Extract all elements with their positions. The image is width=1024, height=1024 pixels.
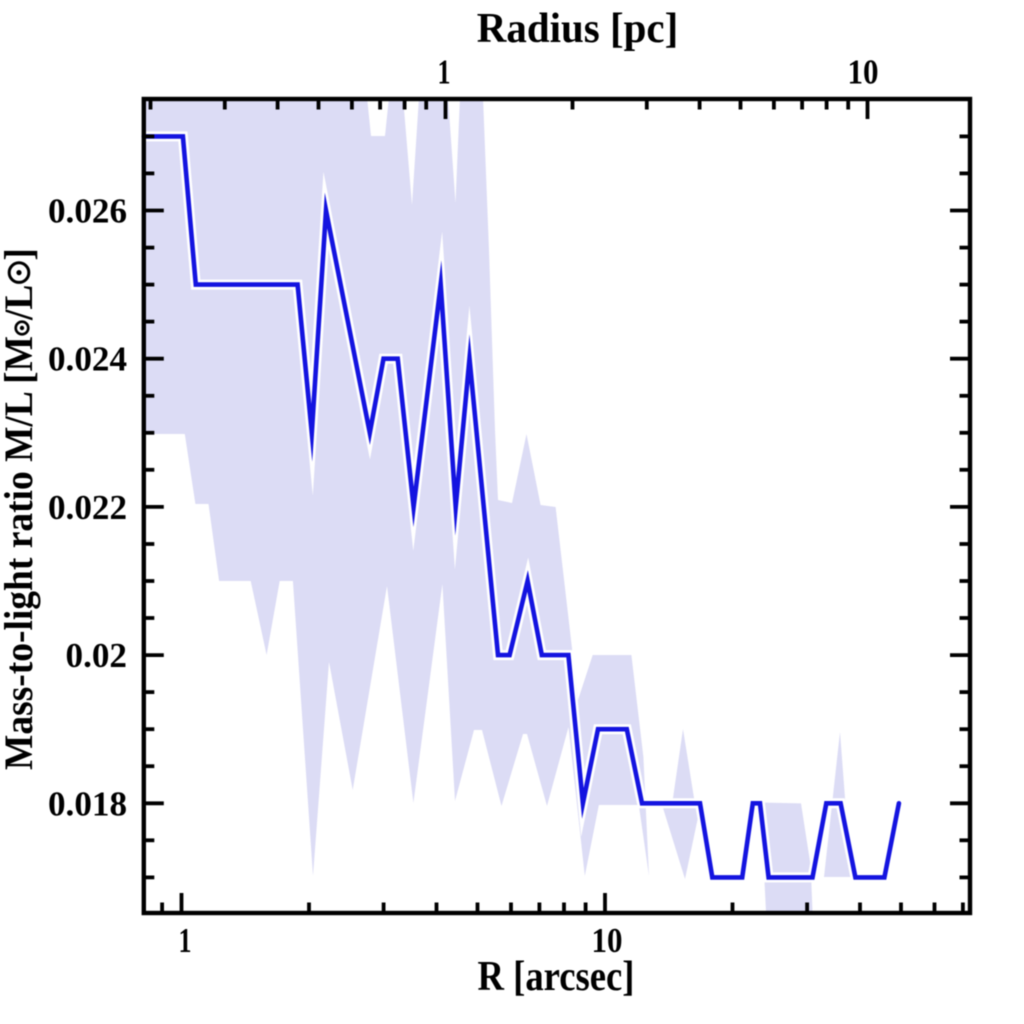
svg-text:0.022: 0.022 [48,489,127,527]
svg-text:Mass-to-light ratio M/L [M: Mass-to-light ratio M/L [M [0,336,41,770]
svg-text:/L: /L [0,285,41,321]
svg-text:Radius [pc]: Radius [pc] [477,6,679,52]
svg-text:0.026: 0.026 [48,193,127,231]
svg-text:0.024: 0.024 [48,341,127,379]
svg-text:1: 1 [179,922,192,960]
svg-text:R [arcsec]: R [arcsec] [478,954,635,1000]
svg-text:0.018: 0.018 [48,785,127,823]
svg-text:10: 10 [592,922,623,960]
svg-text:1: 1 [438,54,451,92]
svg-text:10: 10 [848,54,879,92]
svg-text:0.02: 0.02 [66,637,128,675]
svg-text:]: ] [0,248,41,261]
